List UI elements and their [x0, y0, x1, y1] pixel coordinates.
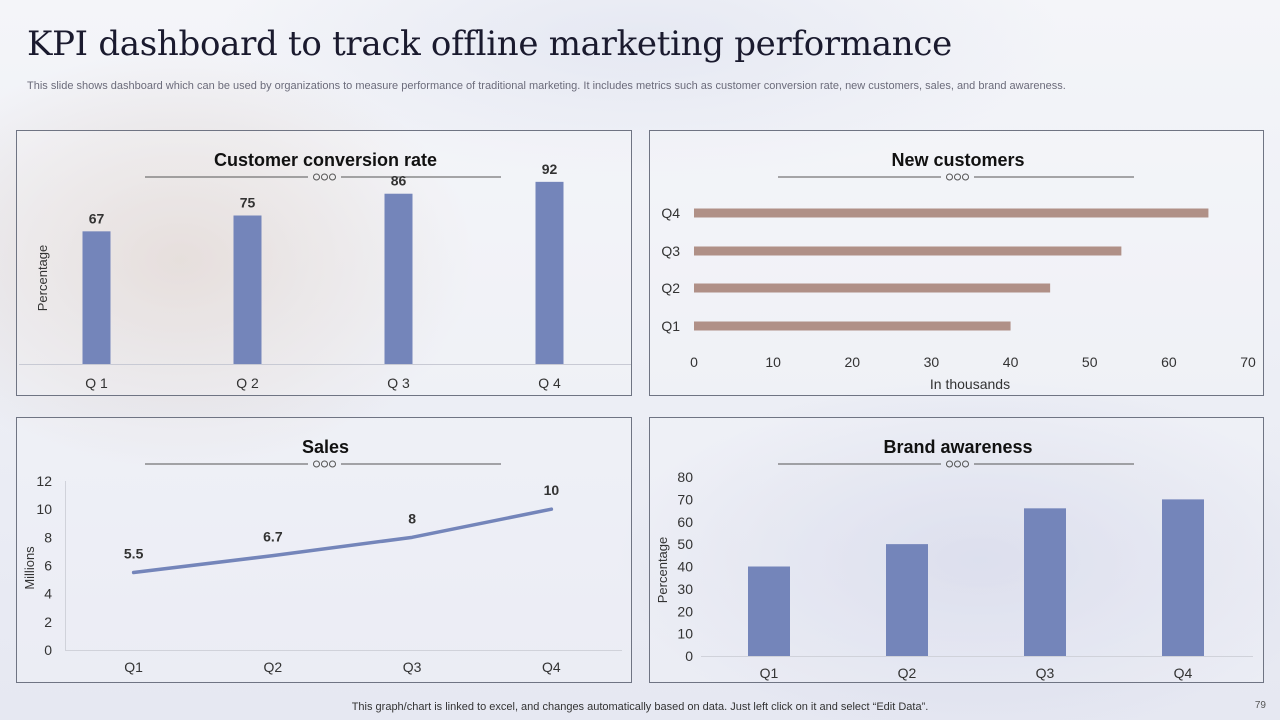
- sales-data-label-4: 10: [544, 482, 560, 498]
- new-customers-x-axis-label: In thousands: [930, 376, 1010, 392]
- sales-title: Sales: [302, 437, 349, 457]
- sales-panel[interactable]: Sales 0 2 4 6 8 10 12 Millions Q1 5.5 Q2 6.7 Q3 8 Q4 10: [16, 417, 632, 683]
- conversion-divider-dot-3: [329, 173, 336, 181]
- conversion-data-label-4: 92: [542, 161, 558, 177]
- new-customers-y-tick-q3: Q3: [661, 243, 680, 259]
- sales-divider-dot-1: [313, 460, 320, 468]
- conversion-divider-dot-1: [313, 173, 320, 181]
- brand-y-tick-1: 10: [677, 626, 693, 642]
- sales-data-label-3: 8: [408, 510, 416, 526]
- new-customers-bar-q3: [694, 246, 1122, 256]
- conversion-rate-chart: Customer conversion rate Percentage 67 Q 1 7…: [19, 150, 631, 391]
- new-customers-title: New customers: [891, 150, 1024, 170]
- sales-y-tick-4: 8: [44, 529, 52, 545]
- footnote: This graph/chart is linked to excel, and…: [351, 701, 929, 713]
- new-customers-x-tick-0: 0: [690, 354, 698, 370]
- conversion-divider-dot-2: [321, 173, 328, 181]
- brand-y-tick-0: 0: [685, 648, 693, 664]
- conversion-bar-q1: [82, 231, 111, 364]
- sales-x-tick-1: Q1: [124, 659, 143, 675]
- conversion-data-label-2: 75: [240, 195, 256, 211]
- brand-y-tick-6: 60: [677, 514, 693, 530]
- sales-x-tick-4: Q4: [542, 659, 561, 675]
- conversion-bar-q4: [535, 181, 564, 364]
- brand-y-tick-8: 80: [677, 469, 693, 485]
- brand-divider-dot-2: [954, 460, 961, 468]
- conversion-x-tick-3: Q 3: [387, 375, 410, 391]
- brand-y-tick-5: 50: [677, 536, 693, 552]
- sales-data-label-1: 5.5: [124, 546, 144, 562]
- sales-y-tick-0: 0: [44, 642, 52, 658]
- sales-y-tick-5: 10: [36, 501, 52, 517]
- new-customers-x-tick-1: 10: [765, 354, 781, 370]
- brand-x-tick-1: Q1: [760, 665, 779, 681]
- brand-awareness-panel[interactable]: Brand awareness 0 10 20 30 40 50 60 70 80 Percenta…: [649, 417, 1264, 683]
- brand-divider-dot-3: [962, 460, 969, 468]
- new-customers-chart: New customers Q1 Q2 Q3 Q4 0 10 20 30 40 50 60 70 In t…: [661, 150, 1256, 392]
- brand-y-axis-label: Percentage: [655, 537, 670, 604]
- sales-x-tick-2: Q2: [264, 659, 283, 675]
- new-customers-x-tick-5: 50: [1082, 354, 1098, 370]
- sales-chart: Sales 0 2 4 6 8 10 12 Millions Q1 5.5 Q2 6.7 Q3 8 Q4 10: [22, 437, 622, 675]
- new-customers-x-tick-7: 70: [1240, 354, 1256, 370]
- new-customers-y-tick-q1: Q1: [661, 318, 680, 334]
- conversion-y-axis-label: Percentage: [35, 245, 50, 312]
- brand-divider-dot-1: [946, 460, 953, 468]
- sales-y-tick-1: 2: [44, 614, 52, 630]
- conversion-x-tick-1: Q 1: [85, 375, 108, 391]
- page-title: KPI dashboard to track offline marketing…: [27, 24, 952, 64]
- page-subtitle: This slide shows dashboard which can be …: [27, 80, 1066, 92]
- brand-bar-q4: [1162, 499, 1204, 656]
- page-number: 79: [1254, 700, 1266, 711]
- new-customers-y-tick-q2: Q2: [661, 280, 680, 296]
- sales-y-tick-6: 12: [36, 473, 52, 489]
- conversion-title: Customer conversion rate: [214, 150, 437, 170]
- new-customers-x-tick-3: 30: [924, 354, 940, 370]
- new-customers-divider-dot-3: [962, 173, 969, 181]
- new-customers-bar-q1: [694, 321, 1011, 331]
- brand-awareness-chart: Brand awareness 0 10 20 30 40 50 60 70 80 Percenta…: [655, 437, 1253, 681]
- brand-bar-q1: [748, 566, 790, 656]
- new-customers-x-tick-2: 20: [844, 354, 860, 370]
- sales-data-label-2: 6.7: [263, 529, 283, 545]
- sales-divider-dot-3: [329, 460, 336, 468]
- brand-y-tick-2: 20: [677, 603, 693, 619]
- brand-y-tick-3: 30: [677, 581, 693, 597]
- new-customers-divider-dot-1: [946, 173, 953, 181]
- sales-y-tick-3: 6: [44, 558, 52, 574]
- conversion-data-label-3: 86: [391, 173, 407, 189]
- sales-series-line: [131, 507, 554, 575]
- new-customers-x-tick-6: 60: [1161, 354, 1177, 370]
- conversion-bar-q3: [384, 193, 413, 364]
- sales-y-axis-label: Millions: [22, 546, 37, 590]
- new-customers-bar-q2: [694, 283, 1051, 293]
- sales-y-tick-2: 4: [44, 586, 52, 602]
- brand-x-tick-3: Q3: [1036, 665, 1055, 681]
- new-customers-x-tick-4: 40: [1003, 354, 1019, 370]
- brand-x-tick-2: Q2: [898, 665, 917, 681]
- brand-title: Brand awareness: [883, 437, 1032, 457]
- brand-x-tick-4: Q4: [1174, 665, 1193, 681]
- conversion-data-label-1: 67: [89, 210, 105, 226]
- sales-divider-dot-2: [321, 460, 328, 468]
- brand-y-tick-4: 40: [677, 559, 693, 575]
- new-customers-divider-dot-2: [954, 173, 961, 181]
- new-customers-y-tick-q4: Q4: [661, 205, 680, 221]
- new-customers-bar-q4: [694, 208, 1209, 218]
- conversion-x-tick-2: Q 2: [236, 375, 259, 391]
- brand-bar-q3: [1024, 508, 1066, 656]
- conversion-rate-panel[interactable]: Customer conversion rate Percentage 67 Q 1 7…: [16, 130, 632, 396]
- new-customers-panel[interactable]: New customers Q1 Q2 Q3 Q4 0 10 20 30 40 50 60 70 In t…: [649, 130, 1264, 396]
- conversion-x-tick-4: Q 4: [538, 375, 561, 391]
- sales-x-tick-3: Q3: [403, 659, 422, 675]
- brand-bar-q2: [886, 544, 928, 656]
- brand-y-tick-7: 70: [677, 491, 693, 507]
- conversion-bar-q2: [233, 215, 262, 364]
